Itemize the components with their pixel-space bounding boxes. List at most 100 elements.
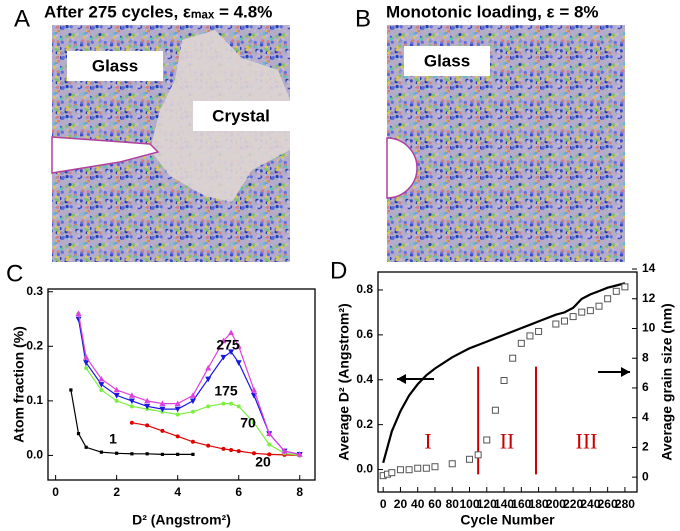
plot-frame xyxy=(47,288,316,481)
marker xyxy=(190,409,195,414)
x-tick-label: 260 xyxy=(598,497,618,511)
marker xyxy=(621,283,629,291)
x-tick-label: 100 xyxy=(459,497,479,511)
y-tick-label: 0.1 xyxy=(26,393,43,407)
marker xyxy=(174,406,181,413)
marker xyxy=(228,329,235,336)
panel-letter: B xyxy=(355,5,371,32)
label-box xyxy=(67,51,163,81)
marker xyxy=(560,317,568,325)
marker xyxy=(220,337,227,344)
y-tick-label: 0.2 xyxy=(26,338,43,352)
marker xyxy=(114,398,119,403)
series-label: 70 xyxy=(240,415,256,431)
marker xyxy=(83,354,90,360)
marker xyxy=(160,428,165,433)
panel-letter: A xyxy=(14,5,30,32)
marker xyxy=(191,452,195,456)
notch xyxy=(386,137,418,199)
x-tick-label: 40 xyxy=(411,497,425,511)
marker xyxy=(552,320,560,328)
region-label: II xyxy=(500,429,515,454)
marker xyxy=(281,447,288,454)
x-tick-label: 240 xyxy=(580,497,600,511)
marker xyxy=(250,386,257,393)
marker xyxy=(500,377,508,385)
crack xyxy=(51,136,160,174)
y2-tick-label: 6 xyxy=(642,380,649,394)
y2-tick-label: 14 xyxy=(642,261,656,275)
y-axis-label: Average D² (Angstrom²) xyxy=(336,303,352,460)
marker xyxy=(99,387,104,392)
marker xyxy=(491,406,499,414)
marker xyxy=(526,332,534,340)
marker xyxy=(396,466,404,474)
x-axis-label: Cycle Number xyxy=(460,512,555,528)
x-tick-label: 8 xyxy=(296,485,303,499)
marker xyxy=(448,460,456,468)
marker xyxy=(205,364,212,371)
marker xyxy=(83,360,90,366)
marker xyxy=(267,442,272,447)
y2-tick-label: 0 xyxy=(642,469,649,483)
marker xyxy=(128,398,135,405)
marker xyxy=(517,339,525,347)
x-tick-label: 4 xyxy=(174,485,181,499)
marker xyxy=(578,308,586,316)
marker xyxy=(405,466,413,474)
series-label: 20 xyxy=(255,454,271,470)
marker xyxy=(144,397,151,404)
y-tick-label: 0.4 xyxy=(356,372,373,386)
marker xyxy=(84,366,89,371)
marker xyxy=(267,452,272,457)
x-tick-label: 2 xyxy=(113,485,120,499)
marker xyxy=(174,400,181,406)
x-tick-label: 0 xyxy=(52,485,59,499)
marker xyxy=(189,392,196,398)
marker xyxy=(84,445,88,449)
x-tick-label: 0 xyxy=(380,497,387,511)
image-label: Glass xyxy=(424,51,470,70)
marker xyxy=(144,403,151,410)
image-label: Glass xyxy=(92,56,138,75)
marker xyxy=(236,404,241,409)
marker xyxy=(160,452,165,456)
marker xyxy=(175,412,180,417)
x-tick-label: 280 xyxy=(615,497,635,511)
panel-title: Monotonic loading, ε = 8% xyxy=(386,2,599,21)
series-label: 1 xyxy=(109,431,117,447)
axis-arrow-head xyxy=(397,374,406,384)
y2-tick-label: 12 xyxy=(642,291,656,305)
y2-tick-label: 2 xyxy=(642,440,649,454)
marker xyxy=(128,392,135,398)
y2-tick-label: 8 xyxy=(642,350,649,364)
marker xyxy=(595,302,603,310)
marker xyxy=(509,354,517,362)
marker xyxy=(235,343,242,349)
marker xyxy=(145,423,150,428)
marker xyxy=(69,388,73,392)
marker xyxy=(236,449,241,454)
x-tick-label: 220 xyxy=(563,497,583,511)
marker xyxy=(159,406,166,413)
panel-letter: C xyxy=(6,260,23,287)
marker xyxy=(75,310,82,316)
series-line xyxy=(70,389,193,455)
marker xyxy=(221,446,226,451)
x-tick-label: 20 xyxy=(394,497,408,511)
marker xyxy=(229,447,234,452)
marker xyxy=(205,376,212,383)
series-label: 275 xyxy=(216,337,240,353)
marker xyxy=(266,430,273,437)
marker xyxy=(145,452,149,456)
marker xyxy=(228,349,235,355)
marker xyxy=(190,439,195,444)
marker xyxy=(422,464,430,472)
y-tick-label: 0.3 xyxy=(26,284,43,298)
region-label: I xyxy=(424,429,431,454)
marker xyxy=(76,432,81,436)
marker xyxy=(98,375,105,382)
marker xyxy=(569,313,577,321)
